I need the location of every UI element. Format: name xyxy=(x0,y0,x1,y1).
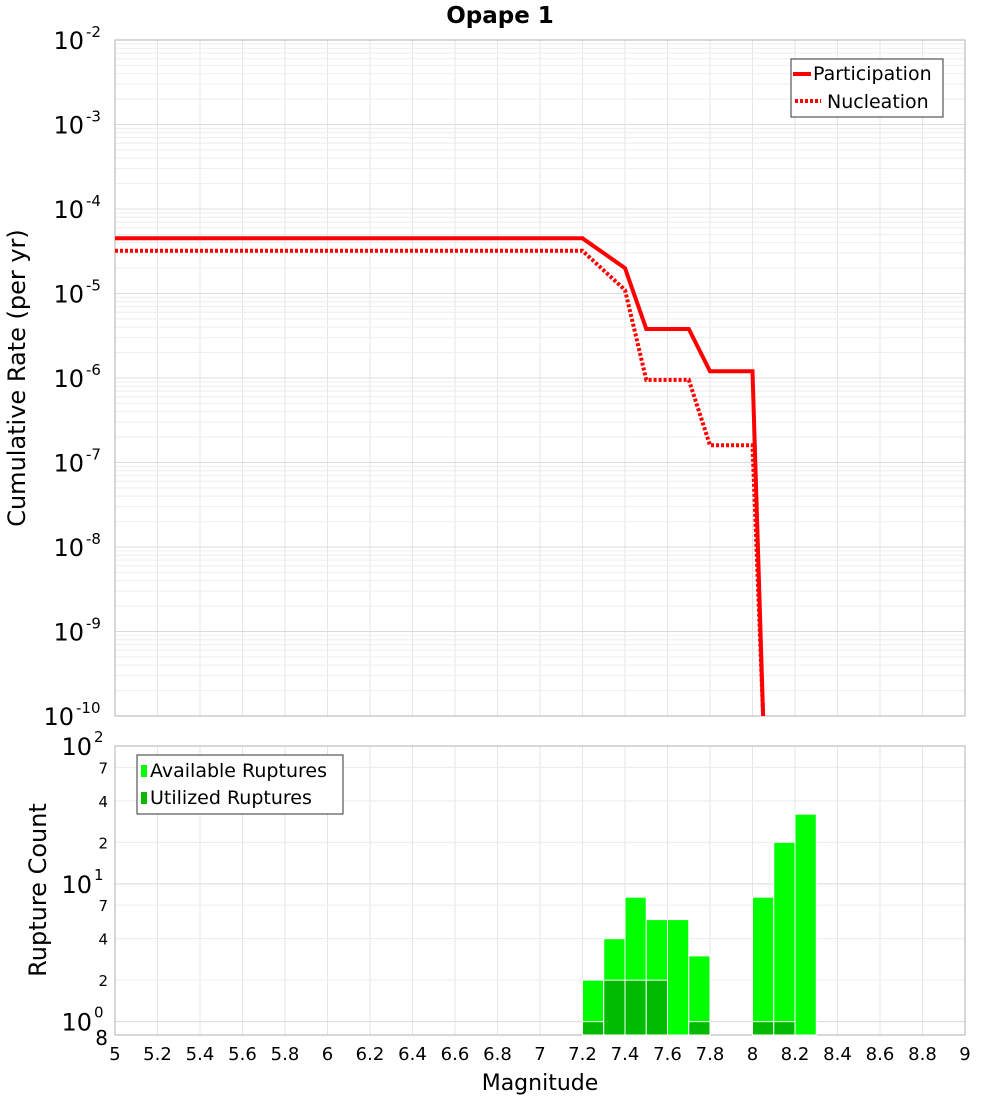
legend-available-swatch xyxy=(141,765,147,777)
x-tick-label: 8.2 xyxy=(781,1044,810,1065)
x-tick-label: 6.6 xyxy=(441,1044,470,1065)
top-y-tick-exponent: -5 xyxy=(86,277,101,295)
bottom-y-tick-exponent: 1 xyxy=(94,866,104,884)
bottom-y-minor-tick-label: 4 xyxy=(98,931,108,949)
x-tick-label: 8.8 xyxy=(908,1044,937,1065)
top-y-tick-label: 10 xyxy=(53,27,84,55)
top-y-tick-exponent: -10 xyxy=(76,699,101,717)
legend-participation-label: Participation xyxy=(813,63,932,85)
utilized-rupture-bar xyxy=(582,1021,605,1036)
utilized-rupture-bar xyxy=(773,1021,796,1036)
x-tick-label: 7.8 xyxy=(696,1044,725,1065)
bottom-y-tick-label: 10 xyxy=(61,733,92,761)
top-y-tick-label: 10 xyxy=(53,196,84,224)
top-y-tick-exponent: -3 xyxy=(86,108,101,126)
bottom-y-minor-tick-label: 4 xyxy=(98,793,108,811)
x-ticks: 5 5.2 5.4 5.6 5.8 6 6.2 6.4 6.6 6.8 7 7.2 7.4 7.6 7.8 8… xyxy=(109,1044,970,1065)
top-plot-frame xyxy=(114,39,966,717)
utilized-rupture-bar xyxy=(752,1021,775,1036)
chart-title: Opape 1 xyxy=(446,3,554,29)
bottom-legend-box xyxy=(136,754,344,815)
top-y-axis-label: Cumulative Rate (per yr) xyxy=(3,229,31,527)
available-rupture-bar xyxy=(752,896,775,1036)
utilized-rupture-bar xyxy=(624,979,647,1036)
participation-line xyxy=(115,236,766,717)
bottom-y-minor-tick-label: 2 xyxy=(98,834,108,852)
bottom-y-minor-tick-label: 8 xyxy=(95,1026,108,1050)
top-y-tick-exponent: -4 xyxy=(86,192,101,210)
x-tick-label: 5.6 xyxy=(228,1044,257,1065)
top-legend-box xyxy=(790,58,944,118)
bottom-y-minor-tick-label: 7 xyxy=(98,897,108,915)
x-tick-label: 6.8 xyxy=(483,1044,512,1065)
x-tick-label: 7.2 xyxy=(568,1044,597,1065)
x-tick-label: 9 xyxy=(959,1044,970,1065)
legend-nucleation-label: Nucleation xyxy=(827,91,929,113)
available-rupture-bar xyxy=(773,841,796,1036)
x-tick-label: 8.6 xyxy=(866,1044,895,1065)
bottom-y-minor-tick-label: 7 xyxy=(98,759,108,777)
available-rupture-bar xyxy=(794,813,817,1036)
bottom-y-tick-exponent: 2 xyxy=(94,728,104,746)
bottom-y-tick-exponent: 0 xyxy=(94,1004,104,1022)
top-y-tick-exponent: -7 xyxy=(86,446,101,464)
top-y-tick-exponent: -6 xyxy=(86,361,101,379)
nucleation-line xyxy=(115,248,766,717)
top-y-tick-label: 10 xyxy=(43,703,74,731)
bottom-legend: Available Ruptures Utilized Ruptures xyxy=(136,754,344,815)
top-y-ticks: 10-210-310-410-510-610-710-810-910-10 xyxy=(43,23,101,731)
bottom-plot-frame xyxy=(114,745,966,1036)
bottom-y-axis-label: Rupture Count xyxy=(24,803,52,977)
bottom-y-tick-label: 10 xyxy=(61,1009,92,1037)
x-tick-label: 7.4 xyxy=(611,1044,640,1065)
x-tick-label: 8.4 xyxy=(823,1044,852,1065)
x-tick-label: 7.6 xyxy=(653,1044,682,1065)
top-y-tick-exponent: -8 xyxy=(86,530,101,548)
top-y-tick-label: 10 xyxy=(53,450,84,478)
utilized-rupture-bar xyxy=(688,1021,711,1036)
legend-available-label: Available Ruptures xyxy=(150,760,327,782)
legend-utilized-label: Utilized Ruptures xyxy=(150,787,312,809)
bottom-y-minor-tick-label: 2 xyxy=(98,972,108,990)
x-tick-label: 5.8 xyxy=(271,1044,300,1065)
top-plot-grid xyxy=(114,40,966,717)
x-tick-label: 7 xyxy=(534,1044,545,1065)
legend-utilized-swatch xyxy=(141,792,147,804)
available-rupture-bar xyxy=(667,919,690,1036)
bottom-y-tick-label: 10 xyxy=(61,871,92,899)
top-y-tick-exponent: -9 xyxy=(86,615,101,633)
x-tick-label: 6.2 xyxy=(356,1044,385,1065)
utilized-rupture-bar xyxy=(603,979,626,1036)
top-legend: Participation Nucleation xyxy=(790,58,944,118)
x-tick-label: 5.4 xyxy=(186,1044,215,1065)
top-y-tick-label: 10 xyxy=(53,112,84,140)
rupture-bars xyxy=(582,813,817,1036)
x-tick-label: 6.4 xyxy=(398,1044,427,1065)
top-y-tick-label: 10 xyxy=(53,281,84,309)
x-tick-label: 8 xyxy=(747,1044,758,1065)
x-axis-label: Magnitude xyxy=(482,1071,599,1096)
top-y-tick-label: 10 xyxy=(53,619,84,647)
utilized-rupture-bar xyxy=(645,979,668,1036)
x-tick-label: 5.2 xyxy=(143,1044,172,1065)
top-y-tick-exponent: -2 xyxy=(86,23,101,41)
x-tick-label: 5 xyxy=(109,1044,120,1065)
top-y-tick-label: 10 xyxy=(53,365,84,393)
top-y-tick-label: 10 xyxy=(53,534,84,562)
rate-lines xyxy=(115,236,766,717)
x-tick-label: 6 xyxy=(322,1044,333,1065)
